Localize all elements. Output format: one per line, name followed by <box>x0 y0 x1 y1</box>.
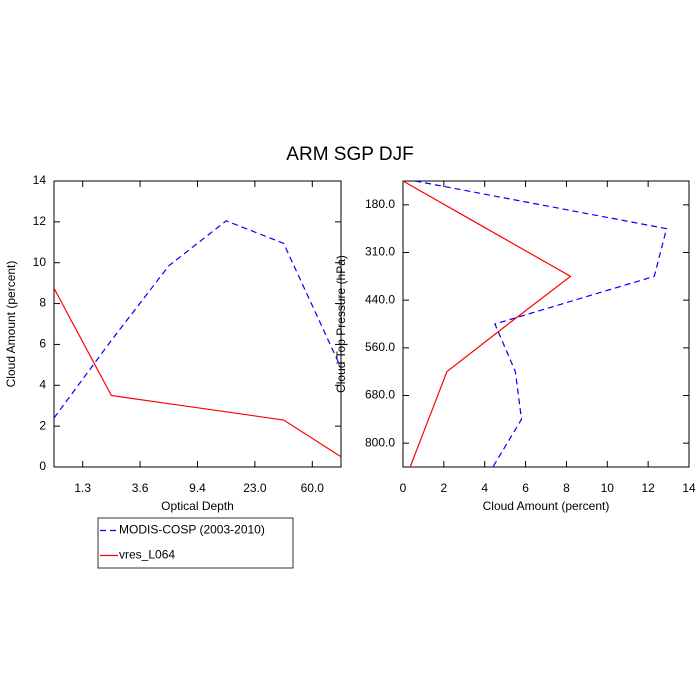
y-axis-label: Cloud Top Pressure (hPa) <box>334 255 348 393</box>
x-tick-label: 12 <box>641 481 655 495</box>
y-tick-label: 14 <box>33 173 47 187</box>
x-tick-label: 9.4 <box>189 481 206 495</box>
x-tick-label: 6 <box>522 481 529 495</box>
x-tick-label: 10 <box>601 481 615 495</box>
x-tick-label: 0 <box>400 481 407 495</box>
series-line <box>53 220 342 419</box>
x-tick-label: 1.3 <box>74 481 91 495</box>
x-axis-label: Optical Depth <box>161 499 234 513</box>
y-tick-label: 310.0 <box>365 245 395 259</box>
legend-label: MODIS-COSP (2003-2010) <box>119 523 265 537</box>
plot-frame <box>53 180 342 468</box>
x-tick-label: 4 <box>481 481 488 495</box>
x-tick-label: 60.0 <box>301 481 325 495</box>
y-tick-label: 560.0 <box>365 340 395 354</box>
chart-title: ARM SGP DJF <box>286 144 413 165</box>
y-tick-label: 2 <box>39 418 46 432</box>
series-line <box>415 180 668 468</box>
series-line <box>402 180 572 468</box>
y-tick-label: 4 <box>39 377 46 391</box>
y-tick-label: 440.0 <box>365 292 395 306</box>
x-tick-label: 23.0 <box>243 481 267 495</box>
plot-frame <box>402 180 690 468</box>
legend-label: vres_L064 <box>119 548 175 562</box>
x-tick-label: 2 <box>441 481 448 495</box>
x-tick-label: 3.6 <box>132 481 149 495</box>
series-line <box>53 287 342 458</box>
y-tick-label: 180.0 <box>365 197 395 211</box>
y-tick-label: 12 <box>33 214 47 228</box>
x-tick-label: 8 <box>563 481 570 495</box>
y-tick-label: 680.0 <box>365 388 395 402</box>
y-tick-label: 0 <box>39 459 46 473</box>
y-tick-label: 10 <box>33 255 47 269</box>
x-axis-label: Cloud Amount (percent) <box>483 499 610 513</box>
y-tick-label: 6 <box>39 337 46 351</box>
legend-box <box>97 517 294 569</box>
y-axis-label: Cloud Amount (percent) <box>4 261 18 388</box>
y-tick-label: 8 <box>39 296 46 310</box>
x-tick-label: 14 <box>682 481 696 495</box>
y-tick-label: 800.0 <box>365 435 395 449</box>
